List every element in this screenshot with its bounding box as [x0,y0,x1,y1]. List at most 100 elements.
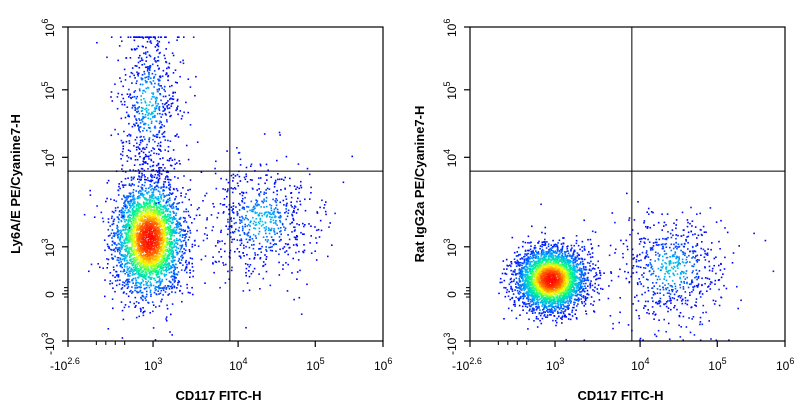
data-point [179,290,181,292]
data-point [152,194,154,196]
data-point [151,92,153,94]
data-point [248,275,251,278]
data-point [146,293,148,296]
data-point [134,264,137,266]
data-point [160,126,163,129]
data-point [250,200,253,203]
data-point [134,240,136,243]
data-point [151,215,153,218]
data-point [230,174,233,177]
data-point [249,209,251,212]
data-point [169,192,171,194]
data-point [129,193,132,196]
data-point [146,252,149,255]
data-point [122,255,124,257]
data-point [133,240,136,242]
data-point [128,227,131,229]
data-point [227,228,229,230]
data-point [157,196,160,198]
data-point [149,251,151,253]
data-point [189,229,191,232]
data-point [176,82,178,84]
data-point [198,207,200,209]
data-point [123,257,125,260]
data-point [171,242,174,244]
data-point [152,222,155,224]
data-point [96,205,98,207]
data-point [150,158,152,161]
data-point [158,197,160,200]
data-point [151,72,154,75]
data-point [167,171,169,173]
data-point [137,146,139,148]
data-point [137,273,139,275]
data-point [287,212,289,214]
data-point [593,276,595,278]
data-point [545,270,548,273]
data-point [170,193,173,195]
data-point [112,307,114,310]
data-point [161,263,163,265]
data-point [212,256,214,258]
data-point [575,239,578,242]
data-point [128,142,131,145]
data-point [121,226,124,228]
data-point [133,217,135,220]
data-point [119,249,121,252]
data-point [158,122,161,125]
data-point [254,207,256,209]
data-point [157,90,159,93]
data-point [130,262,132,265]
data-point [157,42,159,45]
data-point [114,209,117,212]
data-point [131,198,134,200]
data-point [263,212,266,215]
data-point [161,255,163,257]
data-point [131,67,134,69]
data-point [134,104,136,107]
data-point [171,221,173,224]
data-point [160,249,163,252]
data-point [152,327,155,329]
data-point [118,214,121,216]
data-point [117,235,120,238]
data-point [147,117,150,120]
data-point [238,226,241,229]
data-point [134,106,136,109]
data-point [571,306,574,309]
data-point [279,178,281,181]
data-point [147,238,149,241]
data-point [258,177,260,179]
data-point [212,202,214,205]
data-point [163,88,165,91]
data-point [131,125,134,128]
data-point [146,129,148,132]
data-point [162,229,165,231]
data-point [153,70,156,72]
data-point [145,290,148,293]
data-point [140,186,142,189]
data-point [302,250,304,253]
data-point [140,263,142,266]
data-point [217,212,220,214]
data-point [176,273,178,275]
data-point [506,264,508,267]
data-point [247,206,250,208]
data-point [135,251,137,253]
data-point [156,60,159,62]
data-point [189,232,192,234]
data-point [245,175,248,178]
data-point [158,287,161,289]
data-point [163,248,166,251]
data-point [184,237,186,239]
data-point [124,184,127,186]
data-point [133,48,136,50]
data-point [127,247,129,250]
data-point [125,247,128,249]
data-point [270,216,273,219]
data-point [150,120,153,123]
data-point [189,188,191,191]
data-point [271,249,274,252]
data-point [557,305,559,308]
data-point [139,307,142,310]
